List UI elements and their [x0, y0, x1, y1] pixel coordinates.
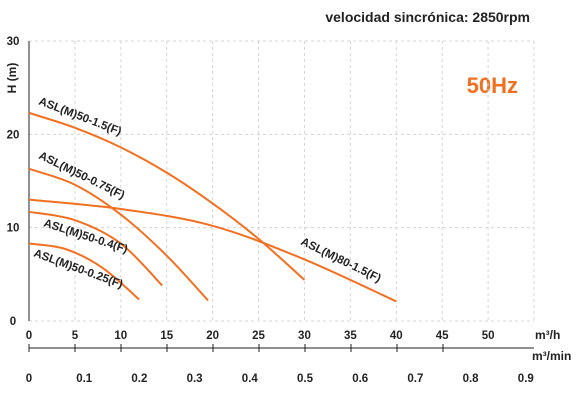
x2-axis-label: m³/min: [532, 349, 571, 363]
x2-tick-label: 0.7: [407, 373, 423, 385]
series-line-4: [28, 198, 397, 303]
y-axis-label: H (m): [5, 63, 19, 94]
x-tick-label: 45: [436, 330, 449, 342]
x-tick-label: 15: [160, 330, 173, 342]
x-tick-label: 25: [252, 330, 265, 342]
x-tick-label: 20: [206, 330, 219, 342]
x2-tick-label: 0: [26, 373, 32, 385]
grid: [28, 40, 535, 322]
series-line-1: [28, 167, 209, 302]
x2-tick-label: 0.4: [242, 373, 259, 385]
x-tick-label: 30: [298, 330, 311, 342]
y-tick-label: 30: [7, 36, 20, 48]
x2-tick-label: 0.2: [131, 373, 147, 385]
series-line-0: [28, 111, 306, 281]
chart-subtitle: velocidad sincrónica: 2850rpm: [325, 9, 530, 25]
x2-tick-label: 0.5: [297, 373, 314, 385]
x2-tick-label: 0.3: [187, 373, 203, 385]
series-line-2: [28, 210, 163, 287]
axes: 0 5 10 15 20 25 30 35 40 45 50 0 10 20 30 0 0.1 0.2 0.3 0.4…: [7, 36, 534, 385]
x2-tick-label: 0.6: [352, 373, 368, 385]
curves: [28, 111, 397, 303]
frequency-badge: 50Hz: [467, 73, 518, 98]
y-tick-label: 0: [10, 316, 16, 328]
x-axis-label: m³/h: [535, 328, 560, 342]
x-tick-label: 35: [344, 330, 357, 342]
x2-tick-label: 0.8: [463, 373, 480, 385]
x-tick-label: 40: [390, 330, 403, 342]
x-tick-label: 5: [72, 330, 79, 342]
y-tick-label: 10: [7, 223, 20, 235]
series-label-4: ASL(M)80-1.5(F): [299, 236, 383, 285]
series-label-0: ASL(M)50-1.5(F): [37, 96, 123, 139]
x2-tick-label: 0.1: [76, 373, 93, 385]
x-tick-label: 0: [26, 330, 32, 342]
x-tick-label: 10: [114, 330, 127, 342]
x-tick-label: 50: [482, 330, 495, 342]
y-tick-label: 20: [7, 129, 20, 141]
curve-labels: ASL(M)50-1.5(F)ASL(M)50-0.75(F)ASL(M)50-…: [32, 96, 383, 291]
series-line-3: [28, 242, 140, 301]
x2-tick-label: 0.9: [518, 373, 534, 385]
